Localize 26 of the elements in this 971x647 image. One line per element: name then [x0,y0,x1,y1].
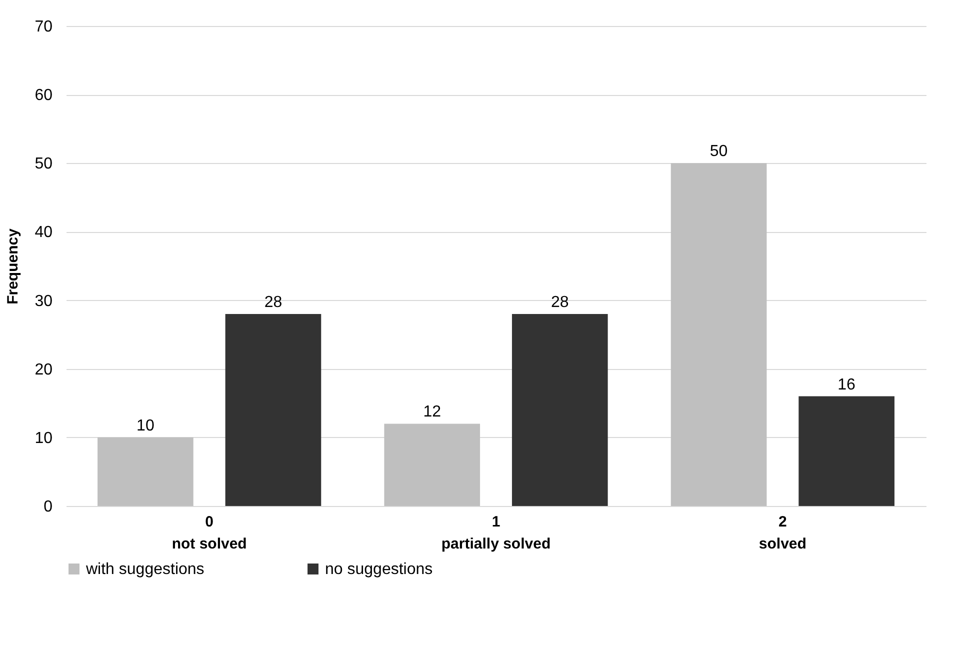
data-label: 28 [550,294,569,311]
y-tick-label: 20 [34,361,53,378]
legend-label: no suggestions [325,561,433,578]
data-label: 50 [710,143,728,160]
x-tick-label: 2 solved [758,514,806,552]
x-tick-label: 0 not solved [172,514,247,552]
bar [98,437,194,506]
data-label: 16 [838,376,856,394]
y-tick-label: 70 [34,18,53,36]
data-label: 10 [136,417,154,434]
y-tick-label: 40 [34,224,53,242]
bar [225,314,322,506]
data-label: 12 [423,404,442,421]
y-tick-label: 0 [44,498,53,516]
y-tick-label: 60 [34,87,53,104]
bar [798,396,894,506]
bar [670,163,767,506]
x-tick-label: 1 partially solved [441,514,551,552]
y-tick-label: 30 [34,292,53,310]
bar [512,314,608,506]
data-label: 28 [264,294,282,311]
y-axis-title: Frequency [4,228,22,304]
y-tick-label: 50 [34,156,53,173]
bar [384,424,480,506]
legend-label: with suggestions [85,561,204,578]
y-tick-label: 10 [34,430,53,447]
